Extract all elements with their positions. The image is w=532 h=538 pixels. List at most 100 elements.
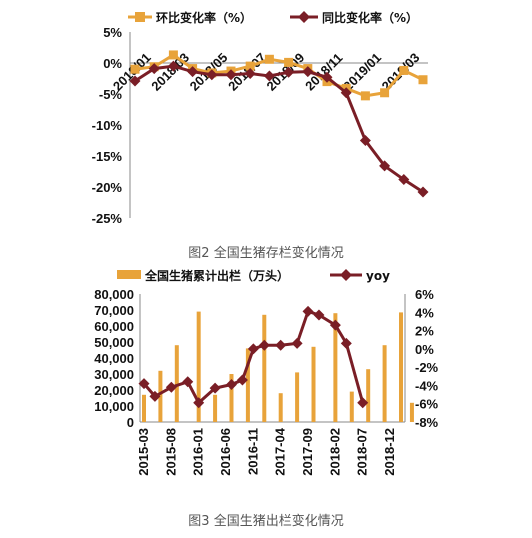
x-tick-label: 2018-07	[355, 428, 370, 476]
bar	[333, 313, 338, 422]
point-yoy	[206, 69, 218, 81]
right-y-tick-label: -4%	[415, 378, 439, 393]
bar	[142, 394, 146, 422]
point-yoy	[340, 337, 352, 349]
bar	[366, 369, 371, 422]
x-tick-label: 2016-01	[191, 428, 206, 476]
bar	[311, 346, 316, 422]
caption-fig2: 图2 全国生猪存栏变化情况	[188, 246, 344, 261]
left-y-tick-label: 50,000	[94, 335, 134, 350]
y-tick-label: -25%	[92, 211, 123, 226]
point-mom	[130, 64, 140, 74]
right-y-tick-label: -8%	[415, 415, 439, 430]
bar	[213, 394, 218, 422]
point-yoy	[129, 75, 141, 87]
point-yoy	[165, 381, 177, 393]
bar	[278, 393, 283, 422]
bar	[262, 314, 267, 422]
point-yoy	[244, 68, 256, 80]
legend-swatch-bars	[117, 270, 141, 279]
right-y-tick-label: 2%	[415, 324, 434, 339]
point-yoy	[329, 319, 341, 331]
point-mom	[284, 57, 294, 67]
caption-fig3: 图3 全国生猪出栏变化情况	[188, 514, 344, 529]
left-y-tick-label: 40,000	[94, 351, 134, 366]
legend: 全国生猪累计出栏（万头） yoy	[117, 268, 390, 283]
bar	[409, 402, 414, 422]
left-y-tick-label: 10,000	[94, 399, 134, 414]
point-yoy	[291, 337, 303, 349]
point-yoy	[359, 135, 371, 146]
point-mom	[418, 75, 428, 85]
series-line-mom	[134, 53, 424, 98]
left-y-tick-label: 70,000	[94, 303, 134, 318]
point-yoy	[149, 390, 161, 402]
point-yoy	[379, 160, 391, 172]
legend-label-bars: 全国生猪累计出栏（万头）	[144, 268, 289, 283]
point-yoy	[283, 66, 295, 78]
legend-marker-mom	[135, 12, 145, 22]
right-y-tick-label: 6%	[415, 287, 434, 302]
y-tick-label: -5%	[99, 87, 123, 102]
point-yoy	[193, 397, 205, 409]
bar	[229, 374, 234, 422]
x-tick-label: 2017-09	[300, 428, 315, 476]
right-y-tick-label: 0%	[415, 342, 434, 357]
point-yoy	[258, 339, 270, 351]
point-mom	[360, 91, 370, 101]
left-y-tick-label: 0	[127, 415, 134, 430]
point-yoy	[340, 87, 352, 99]
y-tick-label: 0%	[103, 56, 122, 71]
legend-label-mom: 环比变化率（%）	[156, 10, 252, 25]
left-y-tick-label: 20,000	[94, 383, 134, 398]
bar	[245, 348, 250, 422]
point-yoy	[225, 69, 237, 81]
y-tick-label: -20%	[92, 180, 123, 195]
point-yoy	[182, 376, 194, 388]
left-y-tick-label: 30,000	[94, 367, 134, 382]
x-tick-label: 2017-04	[273, 427, 288, 475]
right-y-tick-label: 4%	[415, 305, 434, 320]
point-mom	[380, 88, 390, 98]
x-tick-label: 2015-03	[136, 428, 151, 476]
point-yoy	[187, 66, 199, 78]
right-y-tick-label: -6%	[415, 397, 439, 412]
x-tick-label: 2016-11	[245, 428, 260, 475]
bar	[399, 312, 403, 422]
point-yoy	[321, 71, 333, 83]
bar	[382, 345, 387, 422]
point-yoy	[225, 379, 237, 391]
legend: 环比变化率（%） 同比变化率（%）	[128, 10, 418, 25]
bar	[196, 311, 201, 422]
point-yoy	[275, 339, 287, 351]
x-tick-label: 2016-06	[218, 428, 233, 476]
legend-marker-yoy	[298, 11, 310, 23]
point-yoy	[357, 397, 369, 409]
y-tick-label: 5%	[103, 25, 122, 40]
point-mom	[264, 54, 274, 64]
point-yoy	[398, 174, 410, 186]
left-y-tick-label: 80,000	[94, 287, 134, 302]
point-mom	[245, 61, 255, 71]
chart-hog-slaughter-change: 全国生猪累计出栏（万头） yoy 010,00020,00030,00040,000…	[94, 268, 439, 476]
y-tick-label: -15%	[92, 149, 123, 164]
point-yoy	[148, 63, 160, 75]
legend-label-yoy: yoy	[366, 269, 390, 283]
bar	[295, 372, 300, 422]
x-tick-label: 2018-12	[382, 428, 397, 476]
x-tick-label: 2018-02	[327, 428, 342, 476]
point-yoy	[263, 70, 275, 82]
chart-hog-inventory-change: 环比变化率（%） 同比变化率（%）5%0%-5%-10%-15%-20%-25%2…	[92, 10, 429, 226]
legend-label-yoy: 同比变化率（%）	[322, 10, 418, 25]
point-yoy	[313, 309, 325, 321]
point-yoy	[417, 186, 429, 198]
point-mom	[399, 65, 409, 75]
point-yoy	[247, 343, 259, 355]
point-yoy	[302, 305, 314, 317]
point-mom	[168, 50, 178, 60]
left-y-tick-label: 60,000	[94, 319, 134, 334]
bar	[349, 391, 354, 422]
series-line-yoy	[134, 64, 424, 194]
y-tick-label: -10%	[92, 118, 123, 133]
